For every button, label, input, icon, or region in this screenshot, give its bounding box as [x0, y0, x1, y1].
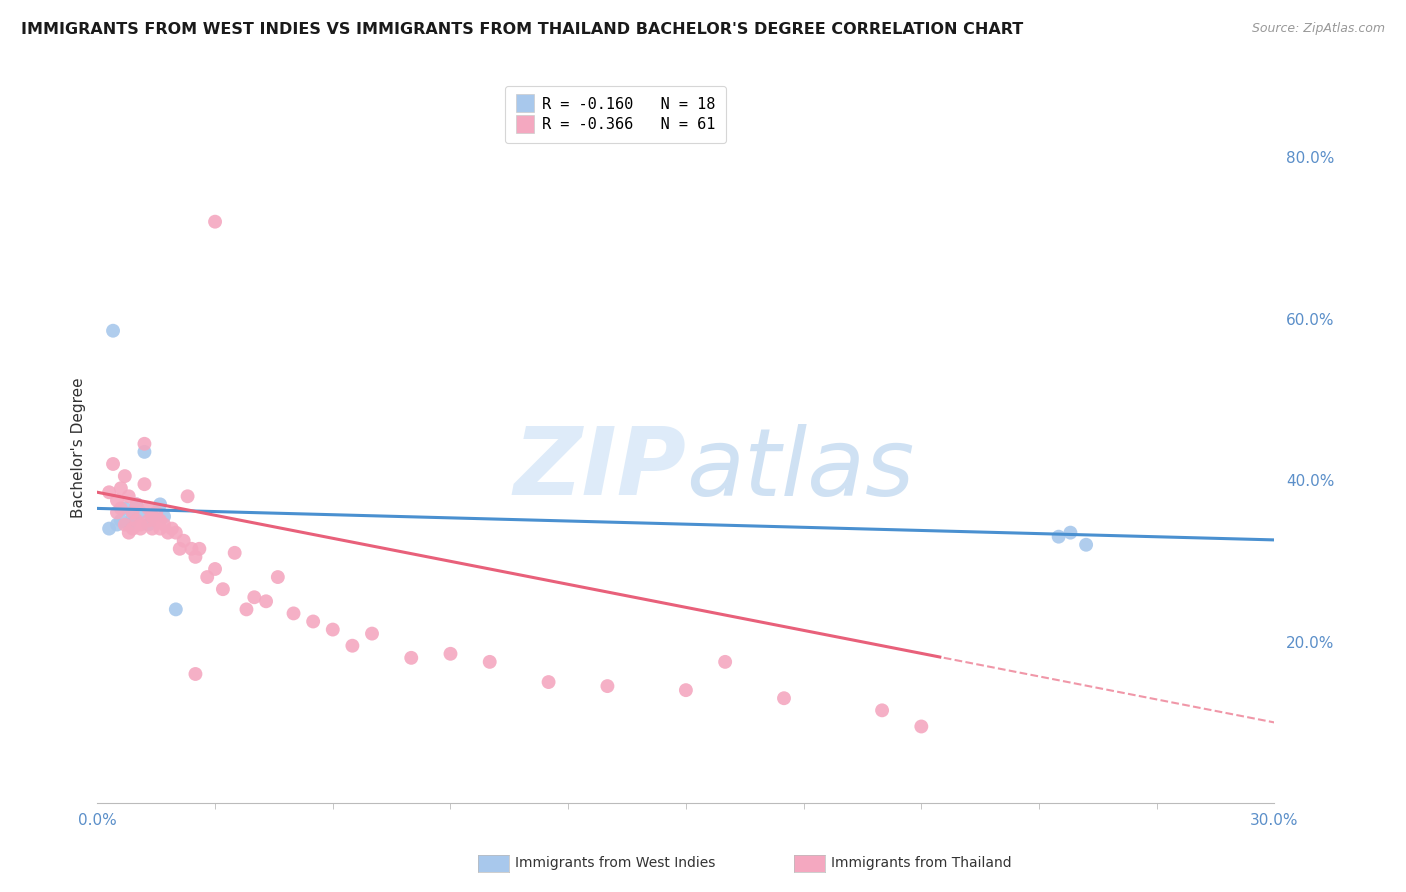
Point — [134, 445, 156, 459]
Point — [121, 509, 143, 524]
Point — [399, 650, 422, 665]
Point — [149, 522, 172, 536]
Point — [138, 501, 160, 516]
Point — [125, 514, 148, 528]
Point — [134, 477, 156, 491]
Point — [105, 517, 128, 532]
Point — [110, 514, 132, 528]
Point — [101, 457, 124, 471]
Point — [675, 683, 697, 698]
Point — [149, 497, 172, 511]
Point — [283, 607, 305, 621]
Point — [1047, 530, 1070, 544]
Point — [773, 691, 796, 706]
Point — [105, 505, 128, 519]
Point — [165, 525, 187, 540]
Text: IMMIGRANTS FROM WEST INDIES VS IMMIGRANTS FROM THAILAND BACHELOR'S DEGREE CORREL: IMMIGRANTS FROM WEST INDIES VS IMMIGRANT… — [21, 22, 1024, 37]
Point — [149, 514, 172, 528]
Point — [195, 570, 218, 584]
Point — [224, 546, 246, 560]
Text: atlas: atlas — [686, 424, 914, 515]
Text: ZIP: ZIP — [513, 423, 686, 516]
Point — [361, 626, 384, 640]
Point — [141, 509, 163, 524]
Point — [184, 549, 207, 564]
Point — [138, 514, 160, 528]
Point — [184, 667, 207, 681]
Point — [322, 623, 344, 637]
Point — [302, 615, 325, 629]
Point — [169, 541, 191, 556]
Text: Source: ZipAtlas.com: Source: ZipAtlas.com — [1251, 22, 1385, 36]
Point — [1059, 525, 1081, 540]
Point — [254, 594, 277, 608]
Point — [176, 489, 198, 503]
Point — [204, 562, 226, 576]
Point — [478, 655, 501, 669]
Point — [134, 437, 156, 451]
Point — [118, 517, 141, 532]
Point — [156, 525, 179, 540]
Point — [212, 582, 235, 597]
Point — [129, 522, 152, 536]
Point — [98, 485, 121, 500]
Point — [165, 602, 187, 616]
Point — [121, 522, 143, 536]
Point — [129, 505, 152, 519]
Point — [114, 469, 136, 483]
Text: Immigrants from West Indies: Immigrants from West Indies — [515, 856, 716, 871]
Point — [141, 509, 163, 524]
Point — [537, 675, 560, 690]
Point — [180, 541, 202, 556]
Legend: R = -0.160   N = 18, R = -0.366   N = 61: R = -0.160 N = 18, R = -0.366 N = 61 — [505, 86, 725, 143]
Point — [141, 522, 163, 536]
Point — [101, 324, 124, 338]
Point — [1074, 538, 1097, 552]
Point — [439, 647, 461, 661]
Point — [243, 591, 266, 605]
Point — [714, 655, 737, 669]
Point — [121, 505, 143, 519]
Point — [125, 497, 148, 511]
Point — [910, 719, 932, 733]
Point — [125, 497, 148, 511]
Text: Immigrants from Thailand: Immigrants from Thailand — [831, 856, 1011, 871]
Point — [129, 517, 152, 532]
Point — [153, 509, 176, 524]
Point — [596, 679, 619, 693]
Point — [160, 522, 183, 536]
Point — [110, 501, 132, 516]
Point — [118, 489, 141, 503]
Point — [342, 639, 364, 653]
Point — [110, 481, 132, 495]
Point — [114, 501, 136, 516]
Point — [267, 570, 290, 584]
Point — [98, 522, 121, 536]
Point — [145, 514, 167, 528]
Point — [870, 703, 893, 717]
Point — [204, 215, 226, 229]
Point — [114, 517, 136, 532]
Point — [188, 541, 211, 556]
Point — [105, 493, 128, 508]
Point — [235, 602, 257, 616]
Point — [145, 505, 167, 519]
Point — [118, 525, 141, 540]
Point — [153, 517, 176, 532]
Y-axis label: Bachelor's Degree: Bachelor's Degree — [72, 377, 86, 518]
Point — [173, 533, 195, 548]
Point — [138, 517, 160, 532]
